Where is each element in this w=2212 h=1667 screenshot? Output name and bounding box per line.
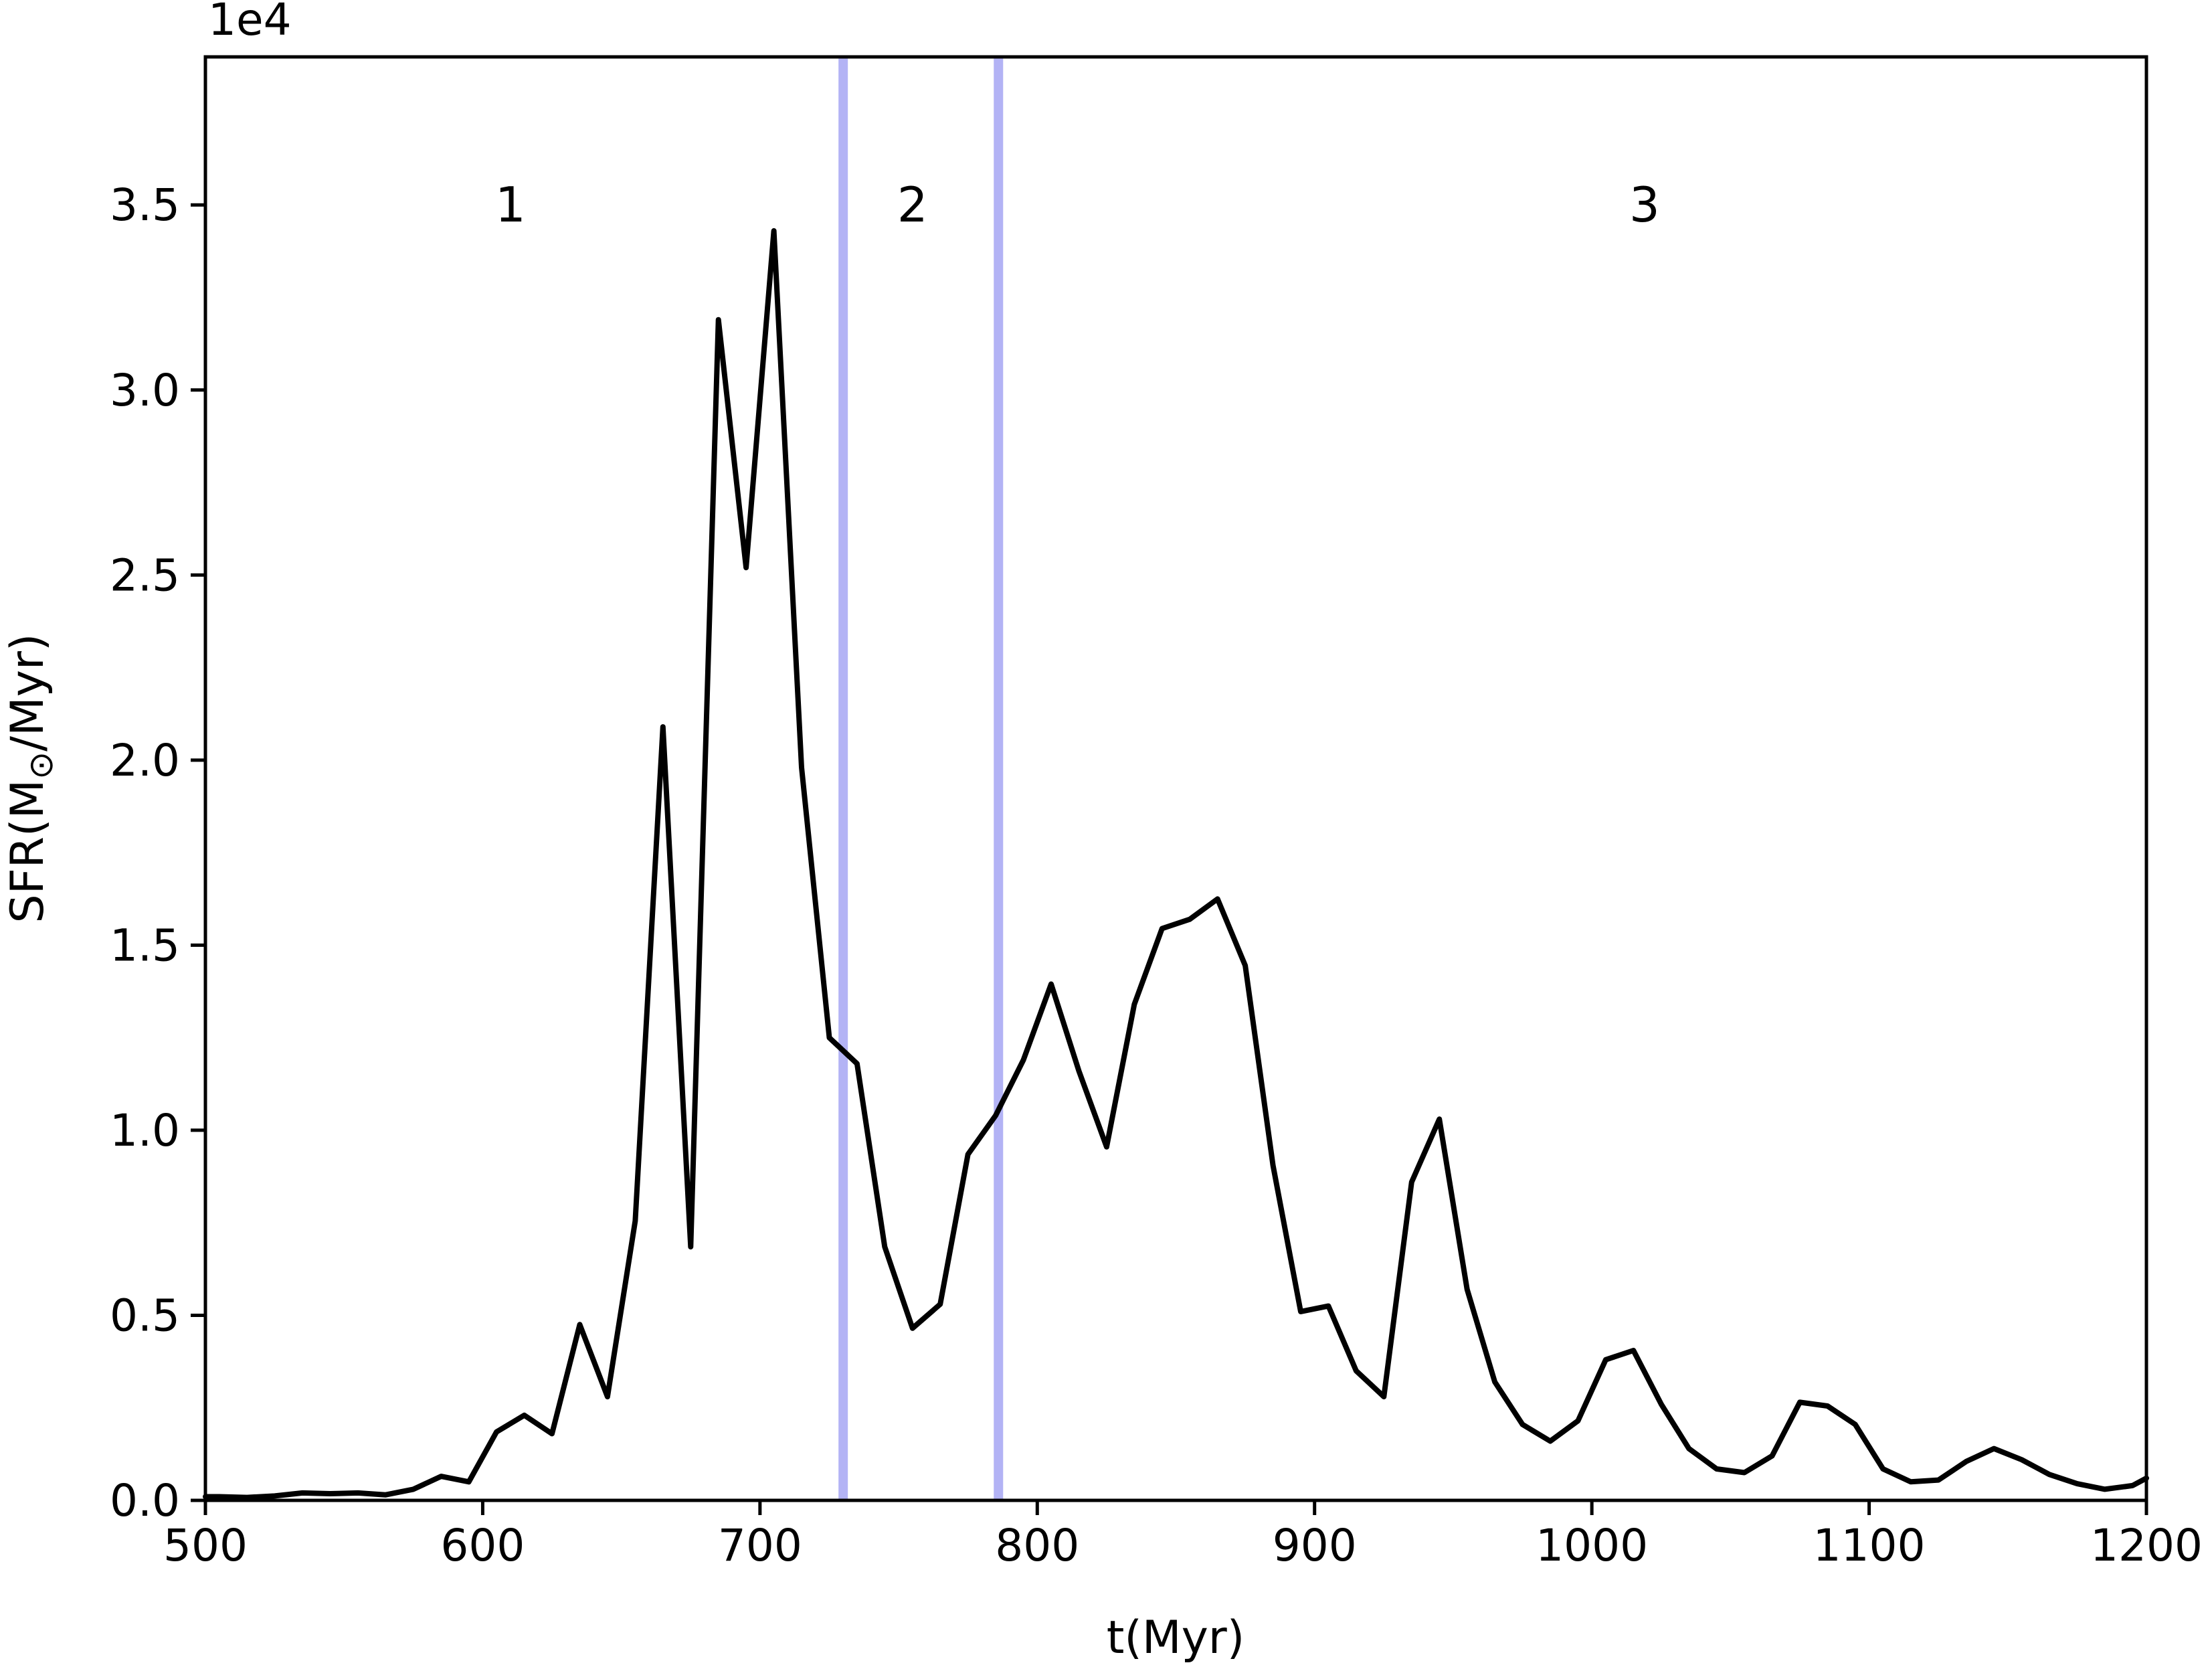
y-tick-label: 0.0 [110,1475,180,1526]
y-tick-label: 1.0 [110,1105,180,1156]
y-tick-label: 1.5 [110,919,180,971]
sfr-series-line [203,228,2149,1500]
x-tick-label: 1000 [1536,1520,1648,1571]
x-tick-label: 600 [440,1520,525,1571]
y-axis-label: SFR(M⊙/Myr) [1,634,60,924]
x-axis-ticks: 500 600 700 800 900 1000 1100 1200 [163,1500,2203,1571]
y-axis-ticks: 0.0 0.5 1.0 1.5 2.0 2.5 3.0 3.5 [110,179,205,1526]
y-axis-label-main: SFR(M [1,780,54,924]
x-tick-label: 900 [1273,1520,1357,1571]
x-tick-label: 1200 [2090,1520,2203,1571]
region-labels: 1 2 3 [495,177,1660,233]
x-tick-label: 800 [995,1520,1079,1571]
plot-frame [203,55,2148,1502]
region-label-1: 1 [495,177,526,233]
region-label-3: 3 [1629,177,1660,233]
y-tick-label: 3.5 [110,179,180,231]
x-tick-label: 1100 [1813,1520,1926,1571]
y-axis-label-end: /Myr) [1,634,54,752]
region-label-2: 2 [897,177,928,233]
y-tick-label: 2.0 [110,735,180,786]
y-axis-label-sun-symbol: ⊙ [21,752,60,780]
y-tick-label: 2.5 [110,549,180,601]
y-tick-label: 3.0 [110,365,180,416]
x-axis-label: t(Myr) [1107,1611,1245,1664]
sfr-data-points [205,230,2147,1498]
y-offset-label: 1e4 [208,0,292,46]
y-tick-label: 0.5 [110,1290,180,1341]
x-tick-label: 500 [163,1520,248,1571]
series-layer [203,228,2149,1500]
region-divider-lines [838,57,1004,1500]
x-tick-label: 700 [718,1520,802,1571]
